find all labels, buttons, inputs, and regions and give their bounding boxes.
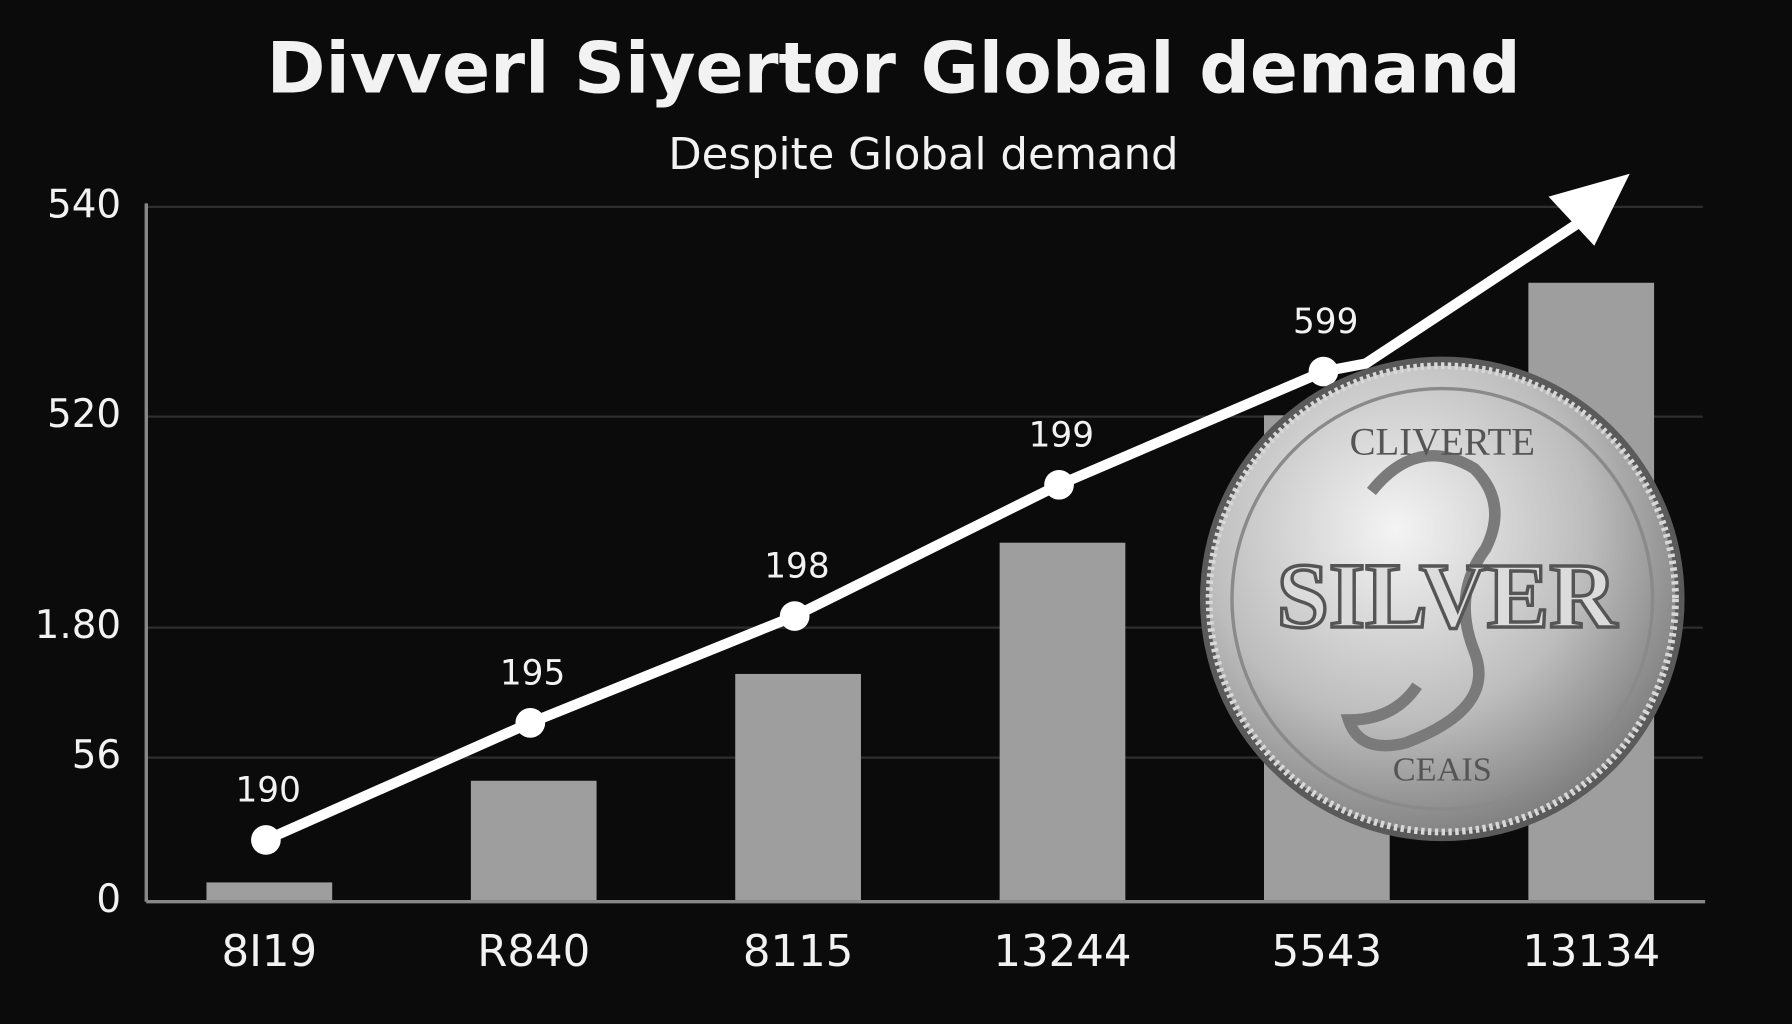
coin-center-text: SILVER <box>1277 544 1619 648</box>
y-tick-label: 540 <box>47 182 121 227</box>
chart-title: Divverl Siyertor Global demand <box>267 27 1521 110</box>
bar <box>206 882 333 902</box>
trend-arrow-head <box>1548 173 1630 246</box>
x-tick-label: R840 <box>477 927 590 977</box>
trend-point <box>1308 356 1339 387</box>
x-tick-label: 5543 <box>1272 927 1382 977</box>
x-tick-label: 8I19 <box>222 927 318 977</box>
chart-subtitle: Despite Global demand <box>668 130 1178 180</box>
bar <box>999 542 1126 902</box>
coin-bottom-text: CEAIS <box>1393 750 1492 788</box>
x-tick-label: 8115 <box>743 927 853 977</box>
trend-point <box>779 601 810 631</box>
trend-point <box>251 825 281 855</box>
point-annotation: 599 <box>1293 302 1358 342</box>
trend <box>251 173 1630 855</box>
coin-ring <box>1230 386 1655 811</box>
coin-face <box>1205 362 1679 836</box>
y-tick-label: 0 <box>96 877 121 922</box>
bar <box>470 780 597 902</box>
x-tick-label: 13244 <box>993 927 1131 977</box>
point-annotation: 199 <box>1029 415 1094 455</box>
trend-point <box>515 707 546 738</box>
coin-top-text: CLIVERTE <box>1350 421 1535 464</box>
point-annotation: 198 <box>764 547 829 587</box>
trend-point <box>1044 469 1074 500</box>
labels: 0 56 1.80 520 540 8I19 R840 8115 13244 5543 13134 1… <box>35 182 1661 976</box>
x-tick-label: 13134 <box>1522 927 1660 977</box>
coin-emblem <box>1340 450 1501 752</box>
y-tick-label: 520 <box>47 392 121 437</box>
coin: CLIVERTE SILVER CEAIS <box>1200 356 1685 842</box>
y-tick-label: 56 <box>72 733 121 778</box>
bar <box>735 673 861 902</box>
y-tick-label: 1.80 <box>35 603 122 648</box>
point-annotation: 190 <box>235 770 300 810</box>
point-annotation: 195 <box>500 653 565 693</box>
